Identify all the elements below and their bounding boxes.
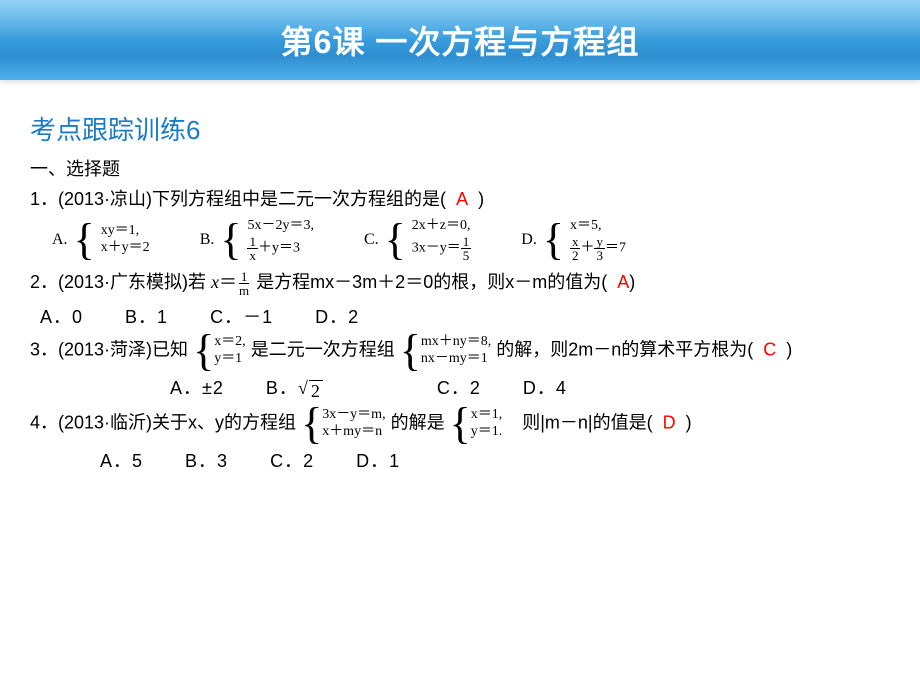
eq-line: 1x＋y＝3	[247, 235, 314, 262]
content-area: 考点跟踪训练6 一、选择题 1．(2013·凉山)下列方程组中是二元一次方程组的…	[0, 80, 920, 487]
q1-options: A. { xy＝1, x＋y＝2 B. { 5x－2y＝3, 1x＋y＝3 C.…	[52, 218, 890, 262]
eq-line: y＝1	[214, 351, 246, 368]
choice: C．－1	[210, 307, 273, 327]
eq-line: x＝2,	[214, 334, 246, 351]
q-num: 1．	[30, 189, 58, 209]
brace-icon: {	[193, 333, 214, 368]
question-1: 1．(2013·凉山)下列方程组中是二元一次方程组的是( A )	[30, 185, 890, 214]
subtitle: 考点跟踪训练6	[30, 110, 890, 147]
q-stem-mid2: 则|m－n|的值是(	[522, 413, 652, 433]
eq-line: x2＋y3＝7	[570, 235, 626, 262]
q-stem: (2013·菏泽)已知	[58, 339, 188, 359]
option-d: D. { x＝5, x2＋y3＝7	[521, 218, 626, 262]
opt-label: C.	[364, 231, 379, 249]
eq-line: 3x－y＝m,	[322, 407, 385, 424]
brace-icon: {	[301, 406, 322, 441]
q-stem: (2013·临沂)关于x、y的方程组	[58, 413, 296, 433]
choice: C．2	[437, 378, 481, 398]
inline-eq: x＝1m	[211, 272, 251, 292]
frac-num: 1	[239, 270, 250, 284]
choice: C．2	[270, 451, 314, 471]
eq-line: x＋y＝2	[101, 240, 150, 257]
brace-icon: {	[450, 406, 471, 441]
q-stem-mid: 是方程mx－3m＋2＝0的根，则x－m的值为(	[256, 272, 607, 292]
brace-icon: {	[220, 222, 241, 257]
eq-line: 2x＋z＝0,	[412, 218, 472, 235]
answer-mark: A	[617, 272, 629, 292]
eq-line: xy＝1,	[101, 223, 150, 240]
choice: B．3	[185, 451, 228, 471]
opt-label: A.	[52, 231, 68, 249]
q-num: 3．	[30, 339, 58, 359]
q2-choices: A．0 B．1 C．－1 D．2	[40, 303, 890, 329]
choice: A．±2	[170, 378, 224, 398]
brace-icon: {	[74, 222, 95, 257]
q4-choices: A．5 B．3 C．2 D．1	[100, 447, 890, 473]
brace-icon: {	[385, 222, 406, 257]
choice: B．1	[125, 307, 168, 327]
choice: B．√2	[266, 378, 395, 398]
inline-system: { 3x－y＝m, x＋my＝n	[301, 406, 386, 441]
q-stem-post: )	[686, 413, 692, 433]
q-num: 4．	[30, 413, 58, 433]
choice: D．4	[523, 378, 567, 398]
eq-line: x＋my＝n	[322, 424, 385, 441]
brace-icon: {	[543, 222, 564, 257]
frac-den: m	[237, 284, 251, 297]
option-c: C. { 2x＋z＝0, 3x－y＝15	[364, 218, 471, 262]
option-a: A. { xy＝1, x＋y＝2	[52, 222, 150, 257]
question-3: 3．(2013·菏泽)已知 { x＝2, y＝1 是二元一次方程组 { mx＋n…	[30, 333, 890, 368]
answer-mark: C	[763, 339, 776, 359]
q3-choices: A．±2 B．√2 C．2 D．4	[170, 374, 890, 402]
eq-line: mx＋ny＝8,	[421, 334, 491, 351]
q-stem-mid2: 的解，则2m－n的算术平方根为(	[496, 339, 753, 359]
q-stem-mid: 是二元一次方程组	[251, 339, 395, 359]
eq-line: nx－my＝1	[421, 351, 491, 368]
q-num: 2．	[30, 272, 58, 292]
choice: A．0	[40, 307, 83, 327]
inline-system: { mx＋ny＝8, nx－my＝1	[400, 333, 492, 368]
answer-mark: D	[663, 413, 676, 433]
q-stem-mid: 的解是	[391, 413, 445, 433]
q-stem: (2013·广东模拟)若	[58, 272, 211, 292]
inline-system: { x＝1, y＝1.	[450, 406, 503, 441]
choice: D．2	[315, 307, 359, 327]
opt-label: B.	[200, 231, 215, 249]
eq-line: x＝5,	[570, 218, 626, 235]
title-banner: 第6课 一次方程与方程组	[0, 0, 920, 80]
choice: A．5	[100, 451, 143, 471]
eq-line: y＝1.	[471, 424, 503, 441]
q-stem-post: )	[786, 339, 792, 359]
eq-line: x＝1,	[471, 407, 503, 424]
opt-label: D.	[521, 231, 537, 249]
page-title: 第6课 一次方程与方程组	[281, 17, 640, 63]
inline-system: { x＝2, y＝1	[193, 333, 246, 368]
question-2: 2．(2013·广东模拟)若 x＝1m 是方程mx－3m＋2＝0的根，则x－m的…	[30, 268, 890, 297]
q-stem-post: )	[629, 272, 635, 292]
brace-icon: {	[400, 333, 421, 368]
answer-mark: A	[456, 189, 468, 209]
section-label: 一、选择题	[30, 155, 890, 181]
choice: D．1	[356, 451, 400, 471]
eq-line: 5x－2y＝3,	[247, 218, 314, 235]
option-b: B. { 5x－2y＝3, 1x＋y＝3	[200, 218, 314, 262]
eq-line: 3x－y＝15	[412, 235, 472, 262]
q-stem-post: )	[478, 189, 484, 209]
q-stem: (2013·凉山)下列方程组中是二元一次方程组的是(	[58, 189, 446, 209]
question-4: 4．(2013·临沂)关于x、y的方程组 { 3x－y＝m, x＋my＝n 的解…	[30, 406, 890, 441]
